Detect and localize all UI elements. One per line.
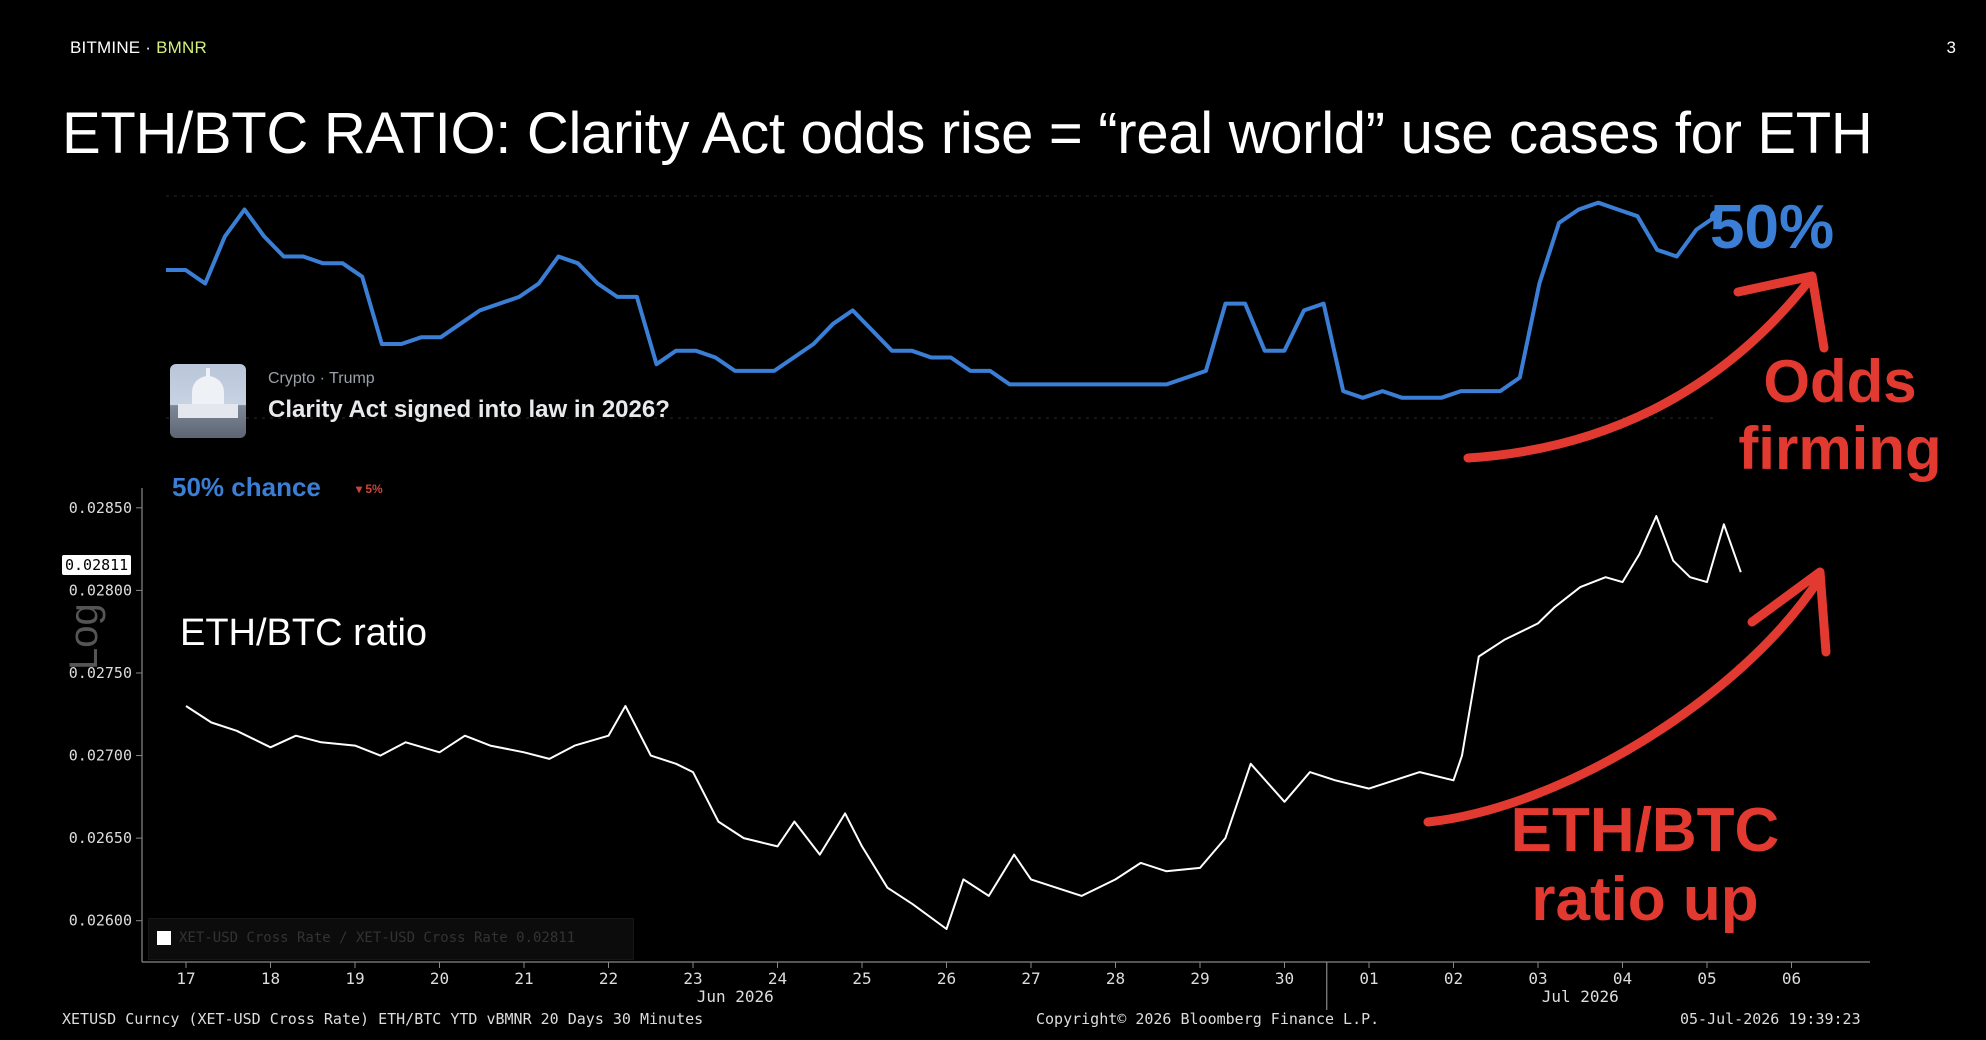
chance-delta: ▾ 5% [356,482,383,496]
footer-timestamp: 05-Jul-2026 19:39:23 [1680,1010,1861,1028]
x-tick-label: 01 [1359,969,1378,988]
x-tick-label: 24 [768,969,787,988]
x-tick-label: 06 [1782,969,1801,988]
y-tick-label: 0.02700 [69,747,132,765]
y-tick-label: 0.02600 [69,912,132,930]
x-tick-label: 02 [1444,969,1463,988]
x-tick-label: 27 [1021,969,1040,988]
legend: XET-USD Cross Rate / XET-USD Cross Rate … [148,918,634,960]
page-number: 3 [1946,38,1956,57]
odds-arrowhead [1733,271,1829,353]
y-tick-label: 0.02650 [69,829,132,847]
capitol-building-thumbnail [170,364,246,438]
x-month-label: Jun 2026 [697,987,774,1006]
x-tick-label: 28 [1106,969,1125,988]
odds-arrow [1463,277,1813,463]
x-month-label: Jul 2026 [1542,987,1619,1006]
x-tick-label: 18 [261,969,280,988]
slide: BITMINE · BMNR 3 ETH/BTC RATIO: Clarity … [10,0,1976,1040]
prediction-market-card: Crypto · Trump Clarity Act signed into l… [170,362,790,442]
log-scale-label: Log [62,603,106,670]
y-tick-label: 0.02750 [69,664,132,682]
x-tick-label: 29 [1190,969,1209,988]
legend-swatch [157,931,171,945]
chance-value: 50% chance [172,472,321,502]
odds-firming-annotation: Odds firming [1738,348,1942,483]
ratio-up-annotation: ETH/BTC ratio up [1510,796,1780,935]
x-tick-label: 21 [514,969,533,988]
odds-line [166,200,1718,400]
eth-btc-line [185,515,1742,930]
slide-title: ETH/BTC RATIO: Clarity Act odds rise = “… [62,101,1873,166]
x-tick-label: 05 [1697,969,1716,988]
odds-current-dot [1710,210,1722,223]
x-tick-label: 30 [1275,969,1294,988]
y-tick-label: 0.02850 [69,499,132,517]
brand: BITMINE · BMNR [70,38,207,58]
x-tick-label: 17 [176,969,195,988]
x-tick-label: 19 [345,969,364,988]
x-tick-label: 25 [852,969,871,988]
ratio-arrowhead [1747,567,1831,657]
brand-name: BITMINE [70,38,141,57]
brand-ticker: BMNR [156,38,207,57]
footer-copyright: Copyright© 2026 Bloomberg Finance L.P. [1036,1010,1380,1028]
last-value-tag: 0.02811 [62,555,132,575]
y-tick-label: 0.02800 [69,581,132,599]
market-category: Crypto · Trump [268,370,375,387]
odds-big-value: 50% [1710,193,1835,262]
series-label: ETH/BTC ratio [180,612,428,654]
x-tick-label: 03 [1528,969,1547,988]
x-tick-label: 23 [683,969,702,988]
x-tick-label: 22 [599,969,618,988]
brand-separator: · [140,38,157,57]
footer-description: XETUSD Curncy (XET-USD Cross Rate) ETH/B… [62,1010,704,1028]
market-question: Clarity Act signed into law in 2026? [268,396,670,423]
ratio-arrow [1423,573,1825,827]
x-tick-label: 26 [937,969,956,988]
x-tick-label: 04 [1613,969,1632,988]
x-tick-label: 20 [430,969,449,988]
legend-text: XET-USD Cross Rate / XET-USD Cross Rate … [179,930,576,946]
